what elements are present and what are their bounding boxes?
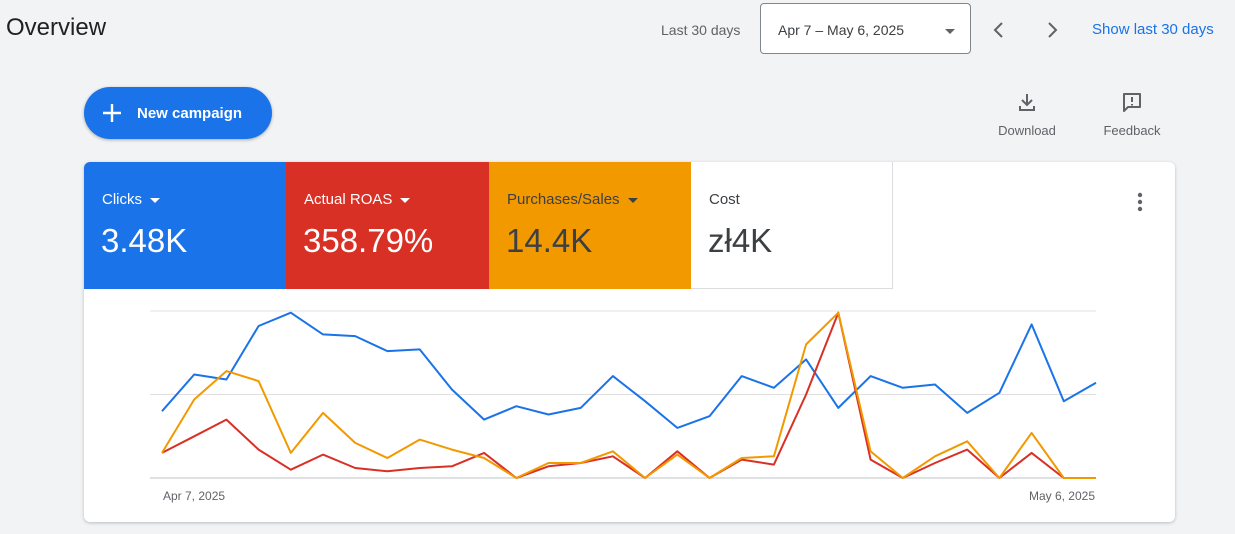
download-icon: [1019, 94, 1035, 111]
metric-label: Actual ROAS: [304, 191, 411, 208]
metric-label: Clicks: [102, 191, 160, 208]
dropdown-caret-icon: [945, 29, 955, 34]
page-title: Overview: [6, 14, 107, 41]
download-label: Download: [998, 123, 1056, 138]
previous-period-button[interactable]: [983, 14, 1015, 46]
metric-value: zł4K: [708, 222, 773, 259]
metric-cost[interactable]: Cost zł4K: [691, 162, 893, 289]
x-axis-start-label: Apr 7, 2025: [163, 489, 225, 503]
metric-label: Purchases/Sales: [507, 191, 638, 208]
plus-icon: [103, 104, 121, 122]
chart-series-line-1: [161, 311, 1096, 479]
chevron-right-icon: [1048, 22, 1058, 38]
feedback-button[interactable]: Feedback: [1100, 90, 1164, 138]
chart-series-line-2: [161, 311, 1096, 479]
performance-card: Clicks 3.48K Actual ROAS 358.79% Purchas…: [84, 162, 1175, 522]
metric-purchases-sales[interactable]: Purchases/Sales 14.4K: [489, 162, 691, 289]
next-period-button[interactable]: [1036, 14, 1068, 46]
metric-label: Cost: [709, 191, 740, 208]
dropdown-caret-icon: [400, 197, 411, 203]
feedback-icon: [1123, 93, 1141, 112]
chart-series-line-0: [161, 311, 1097, 429]
metric-clicks[interactable]: Clicks 3.48K: [84, 162, 286, 289]
new-campaign-button[interactable]: New campaign: [84, 87, 272, 139]
metric-value: 358.79%: [303, 222, 434, 259]
x-axis-end-label: May 6, 2025: [1029, 489, 1095, 503]
date-range-select[interactable]: Apr 7 – May 6, 2025: [760, 3, 971, 54]
download-button[interactable]: Download: [993, 90, 1061, 138]
new-campaign-label: New campaign: [137, 105, 243, 122]
chevron-left-icon: [993, 22, 1003, 38]
more-vert-icon: [1137, 192, 1143, 212]
range-label: Last 30 days: [661, 22, 741, 38]
date-range-value: Apr 7 – May 6, 2025: [778, 22, 905, 38]
metric-value: 3.48K: [101, 222, 188, 259]
dropdown-caret-icon: [150, 197, 160, 203]
performance-line-chart: Apr 7, 2025 May 6, 2025: [150, 310, 1097, 503]
show-last-30-days-link[interactable]: Show last 30 days: [1092, 21, 1214, 38]
metric-actual-roas[interactable]: Actual ROAS 358.79%: [286, 162, 489, 289]
feedback-label: Feedback: [1103, 123, 1161, 138]
more-options-button[interactable]: [1128, 190, 1152, 214]
dropdown-caret-icon: [627, 197, 638, 203]
metric-value: 14.4K: [506, 222, 593, 259]
